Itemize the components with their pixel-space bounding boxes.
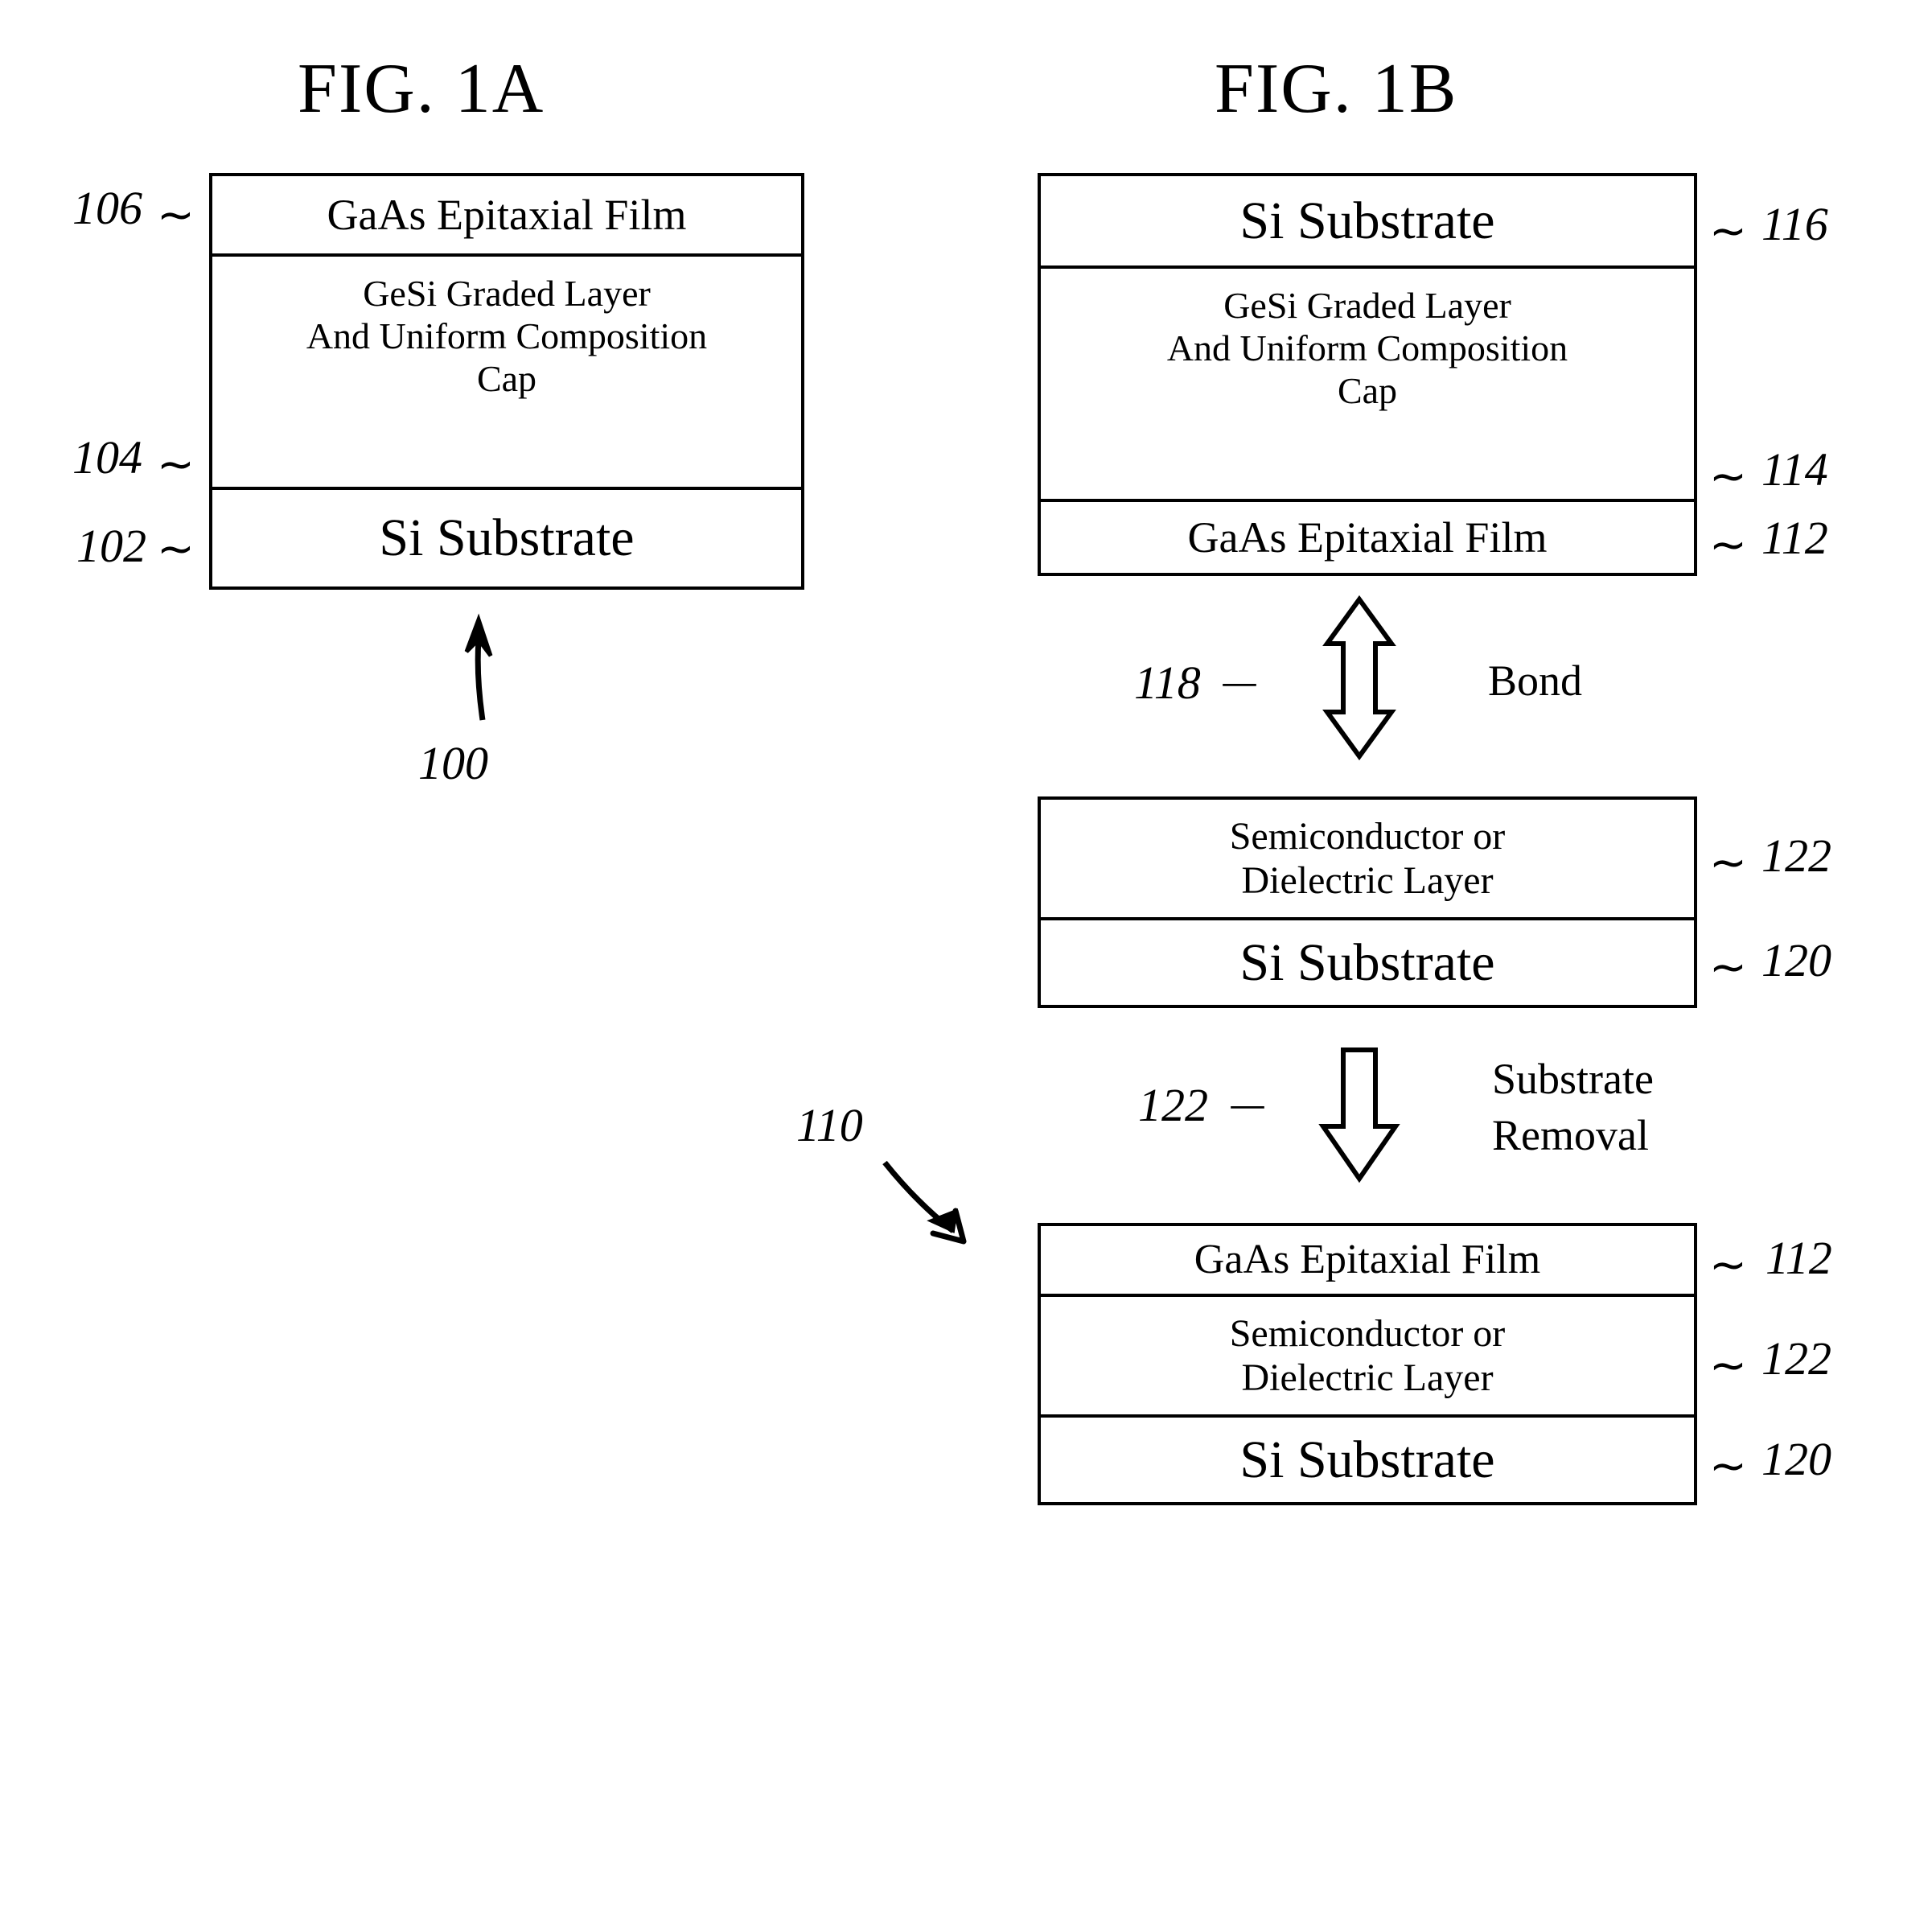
layer-semi-dielectric-b3: Semiconductor or Dielectric Layer <box>1041 1297 1694 1418</box>
tilde-112a: ∼ <box>1709 519 1747 571</box>
ref-106: 106 <box>72 181 142 235</box>
layer-gesi-graded-a: GeSi Graded Layer And Uniform Compositio… <box>212 257 801 490</box>
bond-label: Bond <box>1488 656 1582 706</box>
bond-double-arrow-icon <box>1303 591 1416 768</box>
ref-112a: 112 <box>1761 511 1828 565</box>
tilde-122c: ∼ <box>1709 1340 1747 1392</box>
arrow-100 <box>434 595 531 732</box>
tilde-114: ∼ <box>1709 451 1747 503</box>
ref-120a: 120 <box>1761 933 1831 987</box>
substrate-removal-arrow-icon <box>1303 1038 1416 1191</box>
ref-122a: 122 <box>1761 829 1831 883</box>
layer-si-substrate-b2: Si Substrate <box>1041 920 1694 1005</box>
tilde-122arrow: − <box>1227 1082 1268 1134</box>
ref-116: 116 <box>1761 197 1828 251</box>
tilde-118: − <box>1219 660 1260 711</box>
ref-112b: 112 <box>1766 1231 1832 1285</box>
ref-118: 118 <box>1134 656 1201 710</box>
tilde-102: ∼ <box>157 523 195 575</box>
arrow-110-icon <box>869 1146 989 1259</box>
tilde-106: ∼ <box>157 189 195 241</box>
substrate-label-1: Substrate <box>1492 1054 1654 1104</box>
layer-si-substrate-a: Si Substrate <box>212 490 801 587</box>
ref-110: 110 <box>796 1098 863 1152</box>
fig-1a-stack: GaAs Epitaxial Film GeSi Graded Layer An… <box>209 173 804 590</box>
ref-122c: 122 <box>1761 1331 1831 1385</box>
substrate-label-2: Removal <box>1492 1110 1649 1160</box>
ref-102: 102 <box>76 519 146 573</box>
tilde-104: ∼ <box>157 438 195 491</box>
fig-1a-title: FIG. 1A <box>298 48 545 130</box>
layer-gaas-film-a: GaAs Epitaxial Film <box>212 176 801 257</box>
layer-semi-dielectric-b2: Semiconductor or Dielectric Layer <box>1041 800 1694 920</box>
tilde-120a: ∼ <box>1709 941 1747 994</box>
tilde-120b: ∼ <box>1709 1440 1747 1492</box>
layer-gaas-film-b3: GaAs Epitaxial Film <box>1041 1226 1694 1297</box>
layer-gesi-graded-b1: GeSi Graded Layer And Uniform Compositio… <box>1041 269 1694 502</box>
tilde-112b: ∼ <box>1709 1239 1747 1291</box>
fig-1b-stack-2: Semiconductor or Dielectric Layer Si Sub… <box>1038 796 1697 1008</box>
fig-1b-stack-1: Si Substrate GeSi Graded Layer And Unifo… <box>1038 173 1697 576</box>
ref-122b-arrow: 122 <box>1138 1078 1208 1132</box>
fig-1b-title: FIG. 1B <box>1215 48 1458 130</box>
ref-104: 104 <box>72 430 142 484</box>
layer-si-substrate-b1-top: Si Substrate <box>1041 176 1694 269</box>
tilde-116: ∼ <box>1709 205 1747 257</box>
ref-120b: 120 <box>1761 1432 1831 1486</box>
fig-1b-stack-3: GaAs Epitaxial Film Semiconductor or Die… <box>1038 1223 1697 1505</box>
ref-114: 114 <box>1761 442 1828 496</box>
layer-si-substrate-b3: Si Substrate <box>1041 1418 1694 1502</box>
tilde-122a: ∼ <box>1709 837 1747 889</box>
layer-gaas-film-b1: GaAs Epitaxial Film <box>1041 502 1694 573</box>
ref-100: 100 <box>418 736 488 790</box>
